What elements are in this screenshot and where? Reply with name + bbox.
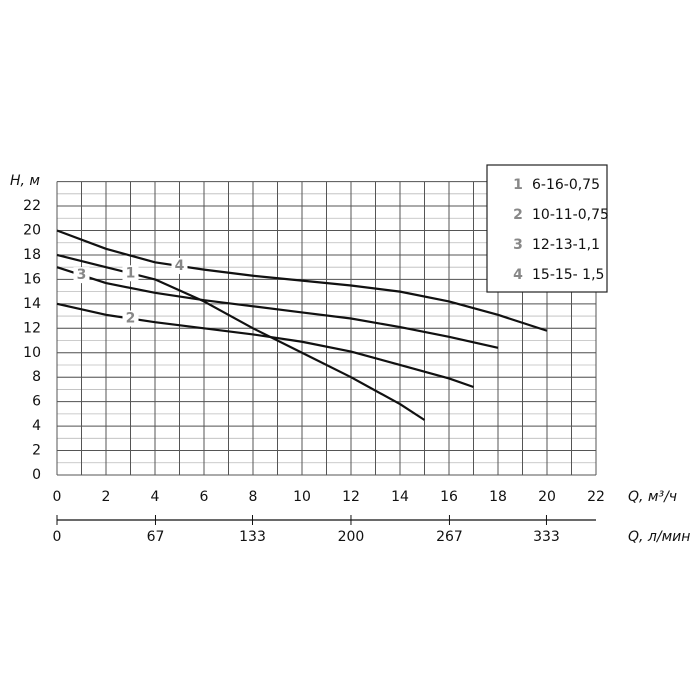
curve xyxy=(56,229,548,332)
y-tick-label: 2 xyxy=(32,443,41,459)
curve-label: 3 xyxy=(77,267,87,283)
y-tick-label: 16 xyxy=(23,271,41,287)
curve-label: 2 xyxy=(126,311,136,327)
x-tick-label: 0 xyxy=(53,489,62,505)
y-tick-label: 14 xyxy=(23,296,41,312)
curve-label-bg xyxy=(122,265,139,282)
legend-id: 2 xyxy=(513,207,523,223)
y-tick-label: 8 xyxy=(32,369,41,385)
x-tick-label: 20 xyxy=(538,489,556,505)
x2-tick-label: 333 xyxy=(533,529,560,545)
y-tick-label: 4 xyxy=(32,418,41,434)
x-tick-label: 8 xyxy=(249,489,258,505)
y-tick-label: 0 xyxy=(32,467,41,483)
x-tick-label: 2 xyxy=(102,489,111,505)
x2-tick-label: 267 xyxy=(436,529,463,545)
x-tick-label: 18 xyxy=(489,489,507,505)
legend-id: 4 xyxy=(513,267,523,283)
legend-name: 12-13-1,1 xyxy=(532,237,600,253)
legend-id: 3 xyxy=(513,237,523,253)
x2-tick-label: 0 xyxy=(53,529,62,545)
y-tick-label: 6 xyxy=(32,394,41,410)
legend-box xyxy=(486,164,608,293)
curve xyxy=(56,253,426,421)
curve xyxy=(56,266,499,349)
curve-label-bg xyxy=(122,310,139,327)
x-tick-label: 4 xyxy=(151,489,160,505)
y-axis-label: H, м xyxy=(10,173,40,189)
legend-name: 6-16-0,75 xyxy=(532,177,600,193)
curve-label: 4 xyxy=(175,258,185,274)
x-tick-label: 22 xyxy=(587,489,605,505)
curve-label-bg xyxy=(171,257,188,274)
x2-axis-label: Q, л/мин xyxy=(628,529,690,545)
x-tick-label: 6 xyxy=(200,489,209,505)
legend-name: 15-15- 1,5 xyxy=(532,267,604,283)
y-tick-label: 10 xyxy=(23,345,41,361)
x-axis-label: Q, м³/ч xyxy=(628,489,677,505)
y-tick-label: 18 xyxy=(23,247,41,263)
y-tick-label: 12 xyxy=(23,320,41,336)
legend-id: 1 xyxy=(513,177,523,193)
curve-label-bg xyxy=(73,267,90,284)
x-tick-label: 12 xyxy=(342,489,360,505)
x-tick-label: 14 xyxy=(391,489,409,505)
x-tick-label: 16 xyxy=(440,489,458,505)
x2-tick-label: 133 xyxy=(239,529,266,545)
x2-tick-label: 67 xyxy=(147,529,165,545)
x2-tick-label: 200 xyxy=(338,529,365,545)
y-tick-label: 20 xyxy=(23,223,41,239)
y-tick-label: 22 xyxy=(23,198,41,214)
legend-name: 10-11-0,75 xyxy=(532,207,609,223)
curve-label: 1 xyxy=(126,265,136,281)
x-tick-label: 10 xyxy=(293,489,311,505)
